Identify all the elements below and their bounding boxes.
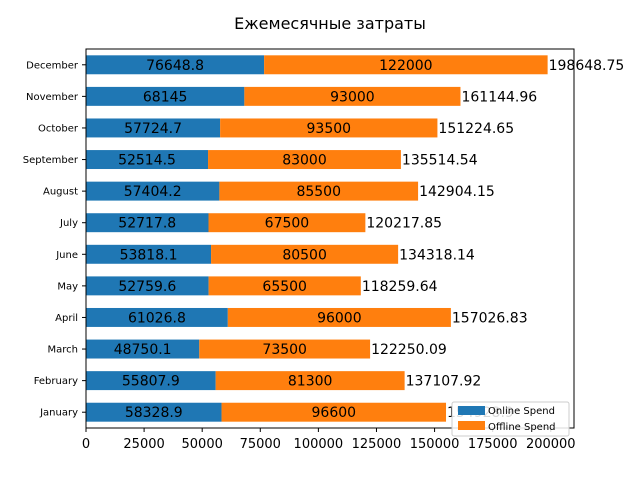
bar-offline-september [208,150,401,170]
segment-label: 85500 [296,184,341,200]
bar-offline-january [221,402,447,422]
bars-layer [86,55,548,422]
bar-online-january [86,402,222,422]
x-tick-label: 50000 [182,437,223,452]
y-tick-label: September [23,155,79,166]
total-label: 120217.85 [366,216,442,232]
segment-label: 83000 [282,153,327,169]
y-tick-label: August [43,187,78,198]
segment-label: 81300 [288,374,333,390]
y-tick-label: October [38,123,79,134]
total-labels-layer: 154928.9137107.92122250.09157026.8311825… [362,58,625,421]
segment-label: 65500 [262,279,307,295]
plot-frame [85,48,575,429]
segment-label: 122000 [379,58,432,74]
x-tick-label: 100000 [294,437,344,452]
segment-label: 55807.9 [122,374,180,390]
bar-offline-may [208,276,361,296]
x-tick-label: 75000 [240,437,281,452]
bar-offline-october [220,118,438,138]
bar-online-june [86,244,212,264]
total-label: 134318.14 [399,247,475,263]
x-tick-label: 125000 [352,437,402,452]
segment-label: 93000 [330,89,375,105]
bar-offline-july [208,213,366,233]
bar-online-august [86,181,220,201]
segment-label: 58328.9 [125,405,183,421]
segment-labels-layer: 58328.9 96600 55807.9 81300 48750.1 73500 6102… [114,58,433,421]
segment-label: 48750.1 [114,342,172,358]
bar-offline-november [244,86,461,106]
segment-label: 80500 [282,247,327,263]
y-tick-label: May [57,281,78,292]
segment-label: 57724.7 [124,121,182,137]
segment-label: 52717.8 [118,216,176,232]
x-tick-label: 150000 [410,437,460,452]
y-tick-label: December [26,60,79,71]
x-tick-label: 0 [82,437,90,452]
total-label: 135514.54 [402,153,478,169]
legend-label-online: Online Spend [488,406,555,417]
total-label: 122250.09 [371,342,447,358]
y-tick-label: November [26,92,79,103]
segment-label: 96600 [312,405,357,421]
x-tick-label: 200000 [526,437,576,452]
bar-offline-august [219,181,419,201]
legend-swatch-online [458,406,485,415]
bar-offline-june [211,244,399,264]
bar-online-december [86,55,265,75]
segment-label: 67500 [265,216,310,232]
bar-offline-march [199,339,371,359]
chart-title: Ежемесячные затраты [234,14,426,33]
bar-online-april [86,307,228,327]
segment-label: 52759.6 [118,279,176,295]
x-axis: 0 25000 50000 75000 100000 125000 150000 175000… [82,428,576,452]
x-tick-label: 25000 [123,437,164,452]
legend-swatch-offline [458,421,485,430]
y-axis: January February March April May June July Augu… [23,60,86,419]
segment-label: 96000 [317,310,362,326]
y-tick-label: March [48,345,78,356]
segment-label: 93500 [307,121,352,137]
total-label: 137107.92 [406,374,482,390]
segment-label: 57404.2 [124,184,182,200]
legend: Online Spend Offline Spend [451,401,570,437]
total-label: 198648.75 [549,58,625,74]
segment-label: 73500 [262,342,307,358]
bar-online-november [86,86,245,106]
bar-online-july [86,213,209,233]
y-tick-label: June [55,250,78,261]
bar-online-may [86,276,209,296]
bar-offline-april [227,307,451,327]
bar-online-march [86,339,200,359]
segment-label: 61026.8 [128,310,186,326]
y-tick-label: January [39,408,78,419]
total-label: 157026.83 [452,310,528,326]
y-tick-label: July [59,218,78,229]
segment-label: 53818.1 [120,247,178,263]
bar-online-september [86,150,209,170]
total-label: 142904.15 [419,184,495,200]
legend-label-offline: Offline Spend [488,422,556,433]
bar-offline-december [264,55,548,75]
total-label: 118259.64 [362,279,438,295]
total-label: 151224.65 [438,121,514,137]
segment-label: 68145 [143,89,188,105]
x-tick-label: 175000 [468,437,518,452]
bar-online-february [86,371,216,391]
y-tick-label: April [55,313,78,324]
axes-frame [85,48,575,429]
total-label: 161144.96 [461,89,537,105]
segment-label: 52514.5 [118,153,176,169]
segment-label: 76648.8 [146,58,204,74]
bar-online-october [86,118,221,138]
bar-offline-february [215,371,405,391]
y-tick-label: February [34,376,78,387]
